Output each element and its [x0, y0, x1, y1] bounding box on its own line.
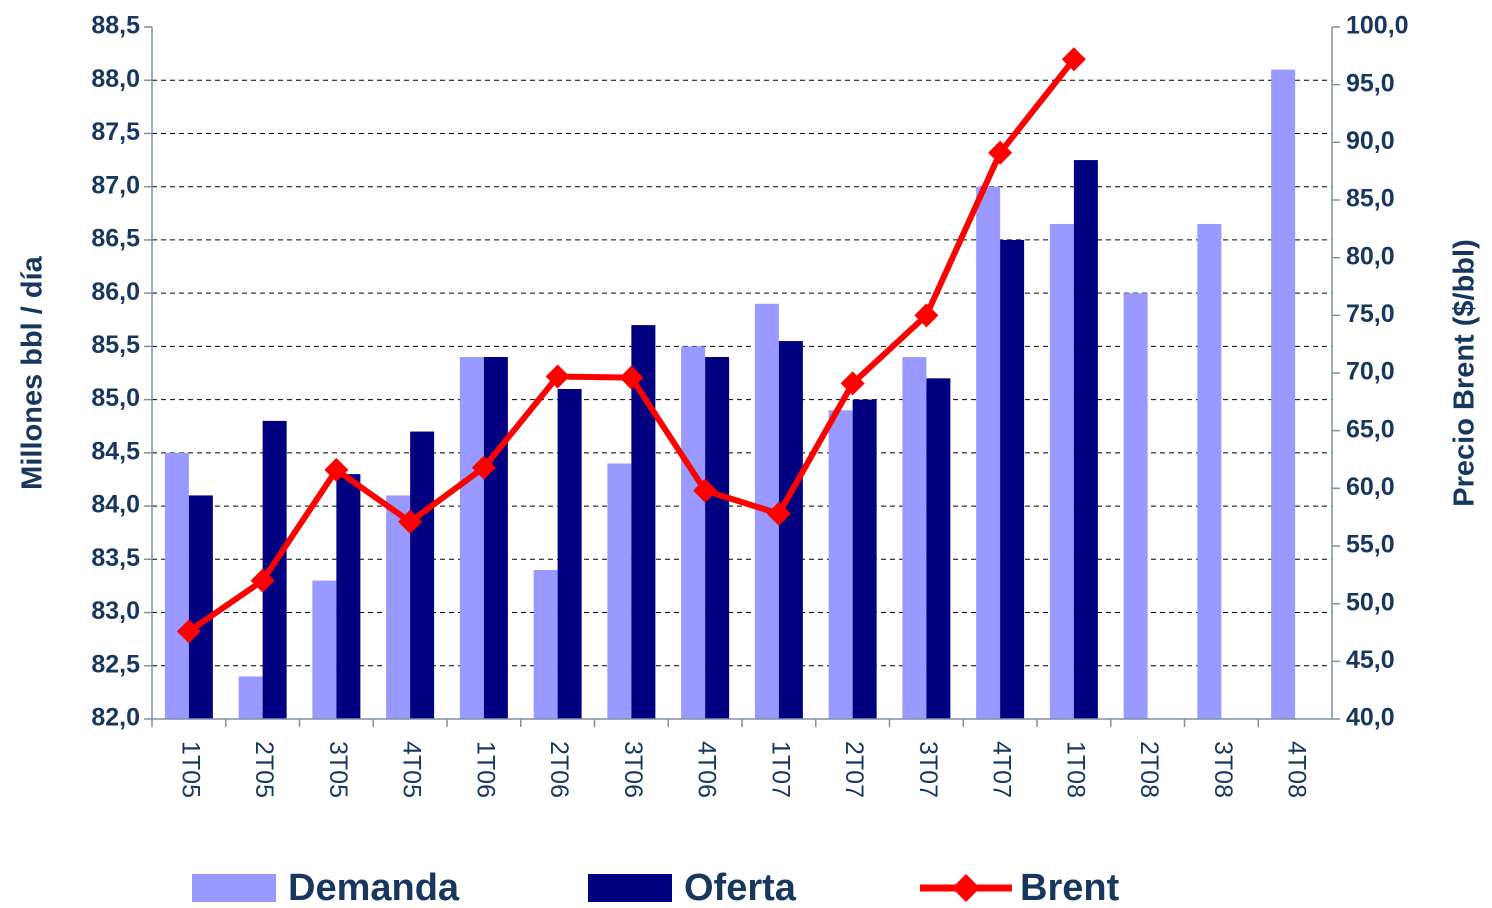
marker: [988, 140, 1013, 165]
marker: [545, 364, 570, 389]
legend-swatch: [588, 874, 672, 902]
y-tick-label: 88,0: [91, 65, 140, 93]
y2-tick-label: 85,0: [1346, 185, 1395, 213]
bar: [164, 452, 189, 719]
y2-tick-label: 50,0: [1346, 588, 1395, 616]
marker: [1061, 47, 1086, 72]
y2-tick-label: 65,0: [1346, 415, 1395, 443]
x-tick-label: 3T08: [1209, 741, 1237, 798]
y2-tick-label: 70,0: [1346, 358, 1395, 386]
bar: [1000, 239, 1025, 719]
bar: [926, 378, 951, 719]
y-tick-label: 83,0: [91, 597, 140, 625]
bar: [852, 399, 877, 719]
bar: [312, 580, 337, 719]
legend-marker: [952, 874, 980, 902]
marker: [619, 365, 644, 390]
legend-label: Brent: [1020, 867, 1120, 908]
bar: [483, 357, 508, 719]
y-tick-label: 82,5: [91, 650, 140, 678]
y-tick-label: 86,5: [91, 225, 140, 253]
bar: [1049, 223, 1074, 719]
y-tick-label: 86,0: [91, 278, 140, 306]
bar: [1271, 69, 1296, 720]
bar: [607, 463, 632, 719]
bar: [386, 495, 411, 719]
marker: [693, 478, 718, 503]
bar: [828, 410, 853, 719]
legend-swatch: [192, 874, 276, 902]
x-tick-label: 2T05: [250, 741, 278, 798]
bar: [1123, 293, 1148, 719]
bar: [410, 431, 435, 719]
y2-tick-label: 100,0: [1346, 12, 1409, 40]
marker: [471, 455, 496, 480]
bar: [188, 495, 213, 719]
bar: [1197, 223, 1222, 719]
bar: [336, 474, 361, 719]
y-tick-label: 84,0: [91, 491, 140, 519]
y2-tick-label: 60,0: [1346, 473, 1395, 501]
bar: [681, 346, 706, 719]
y2-tick-label: 90,0: [1346, 127, 1395, 155]
x-tick-label: 4T06: [693, 741, 721, 798]
x-tick-label: 3T06: [619, 741, 647, 798]
bar: [976, 186, 1001, 719]
x-tick-label: 1T05: [176, 741, 204, 798]
y2-tick-label: 95,0: [1346, 69, 1395, 97]
x-tick-label: 4T07: [988, 741, 1016, 798]
y-tick-label: 83,5: [91, 544, 140, 572]
marker: [176, 619, 201, 644]
y-tick-label: 88,5: [91, 12, 140, 40]
marker: [398, 509, 423, 534]
marker: [914, 303, 939, 328]
legend-label: Oferta: [684, 867, 797, 908]
y-tick-label: 87,5: [91, 118, 140, 146]
x-tick-label: 4T05: [398, 741, 426, 798]
x-tick-label: 4T08: [1283, 741, 1311, 798]
y2-tick-label: 45,0: [1346, 646, 1395, 674]
y-tick-label: 82,0: [91, 704, 140, 732]
x-tick-label: 3T07: [914, 741, 942, 798]
bar: [459, 357, 484, 719]
x-tick-label: 1T07: [766, 741, 794, 798]
marker: [766, 501, 791, 526]
y2-axis-title: Precio Brent ($/bbl): [1449, 239, 1481, 507]
y-tick-label: 85,0: [91, 384, 140, 412]
x-tick-label: 1T06: [471, 741, 499, 798]
x-tick-label: 2T06: [545, 741, 573, 798]
bar: [1073, 160, 1098, 720]
y2-tick-label: 75,0: [1346, 300, 1395, 328]
x-tick-label: 2T08: [1135, 741, 1163, 798]
marker: [840, 371, 865, 396]
bar: [238, 676, 263, 719]
bar: [778, 341, 803, 719]
bar: [533, 569, 558, 719]
y-tick-label: 85,5: [91, 331, 140, 359]
y2-tick-label: 55,0: [1346, 531, 1395, 559]
legend-label: Demanda: [288, 867, 460, 908]
y-tick-label: 87,0: [91, 171, 140, 199]
y-tick-label: 84,5: [91, 437, 140, 465]
y2-tick-label: 80,0: [1346, 242, 1395, 270]
marker: [250, 568, 275, 593]
bar: [557, 388, 582, 719]
bar: [705, 357, 730, 719]
y2-tick-label: 40,0: [1346, 704, 1395, 732]
bar: [902, 357, 927, 719]
y-axis-title: Millones bbl / día: [17, 255, 49, 490]
x-tick-label: 1T08: [1061, 741, 1089, 798]
x-tick-label: 3T05: [324, 741, 352, 798]
x-tick-label: 2T07: [840, 741, 868, 798]
marker: [324, 457, 349, 482]
